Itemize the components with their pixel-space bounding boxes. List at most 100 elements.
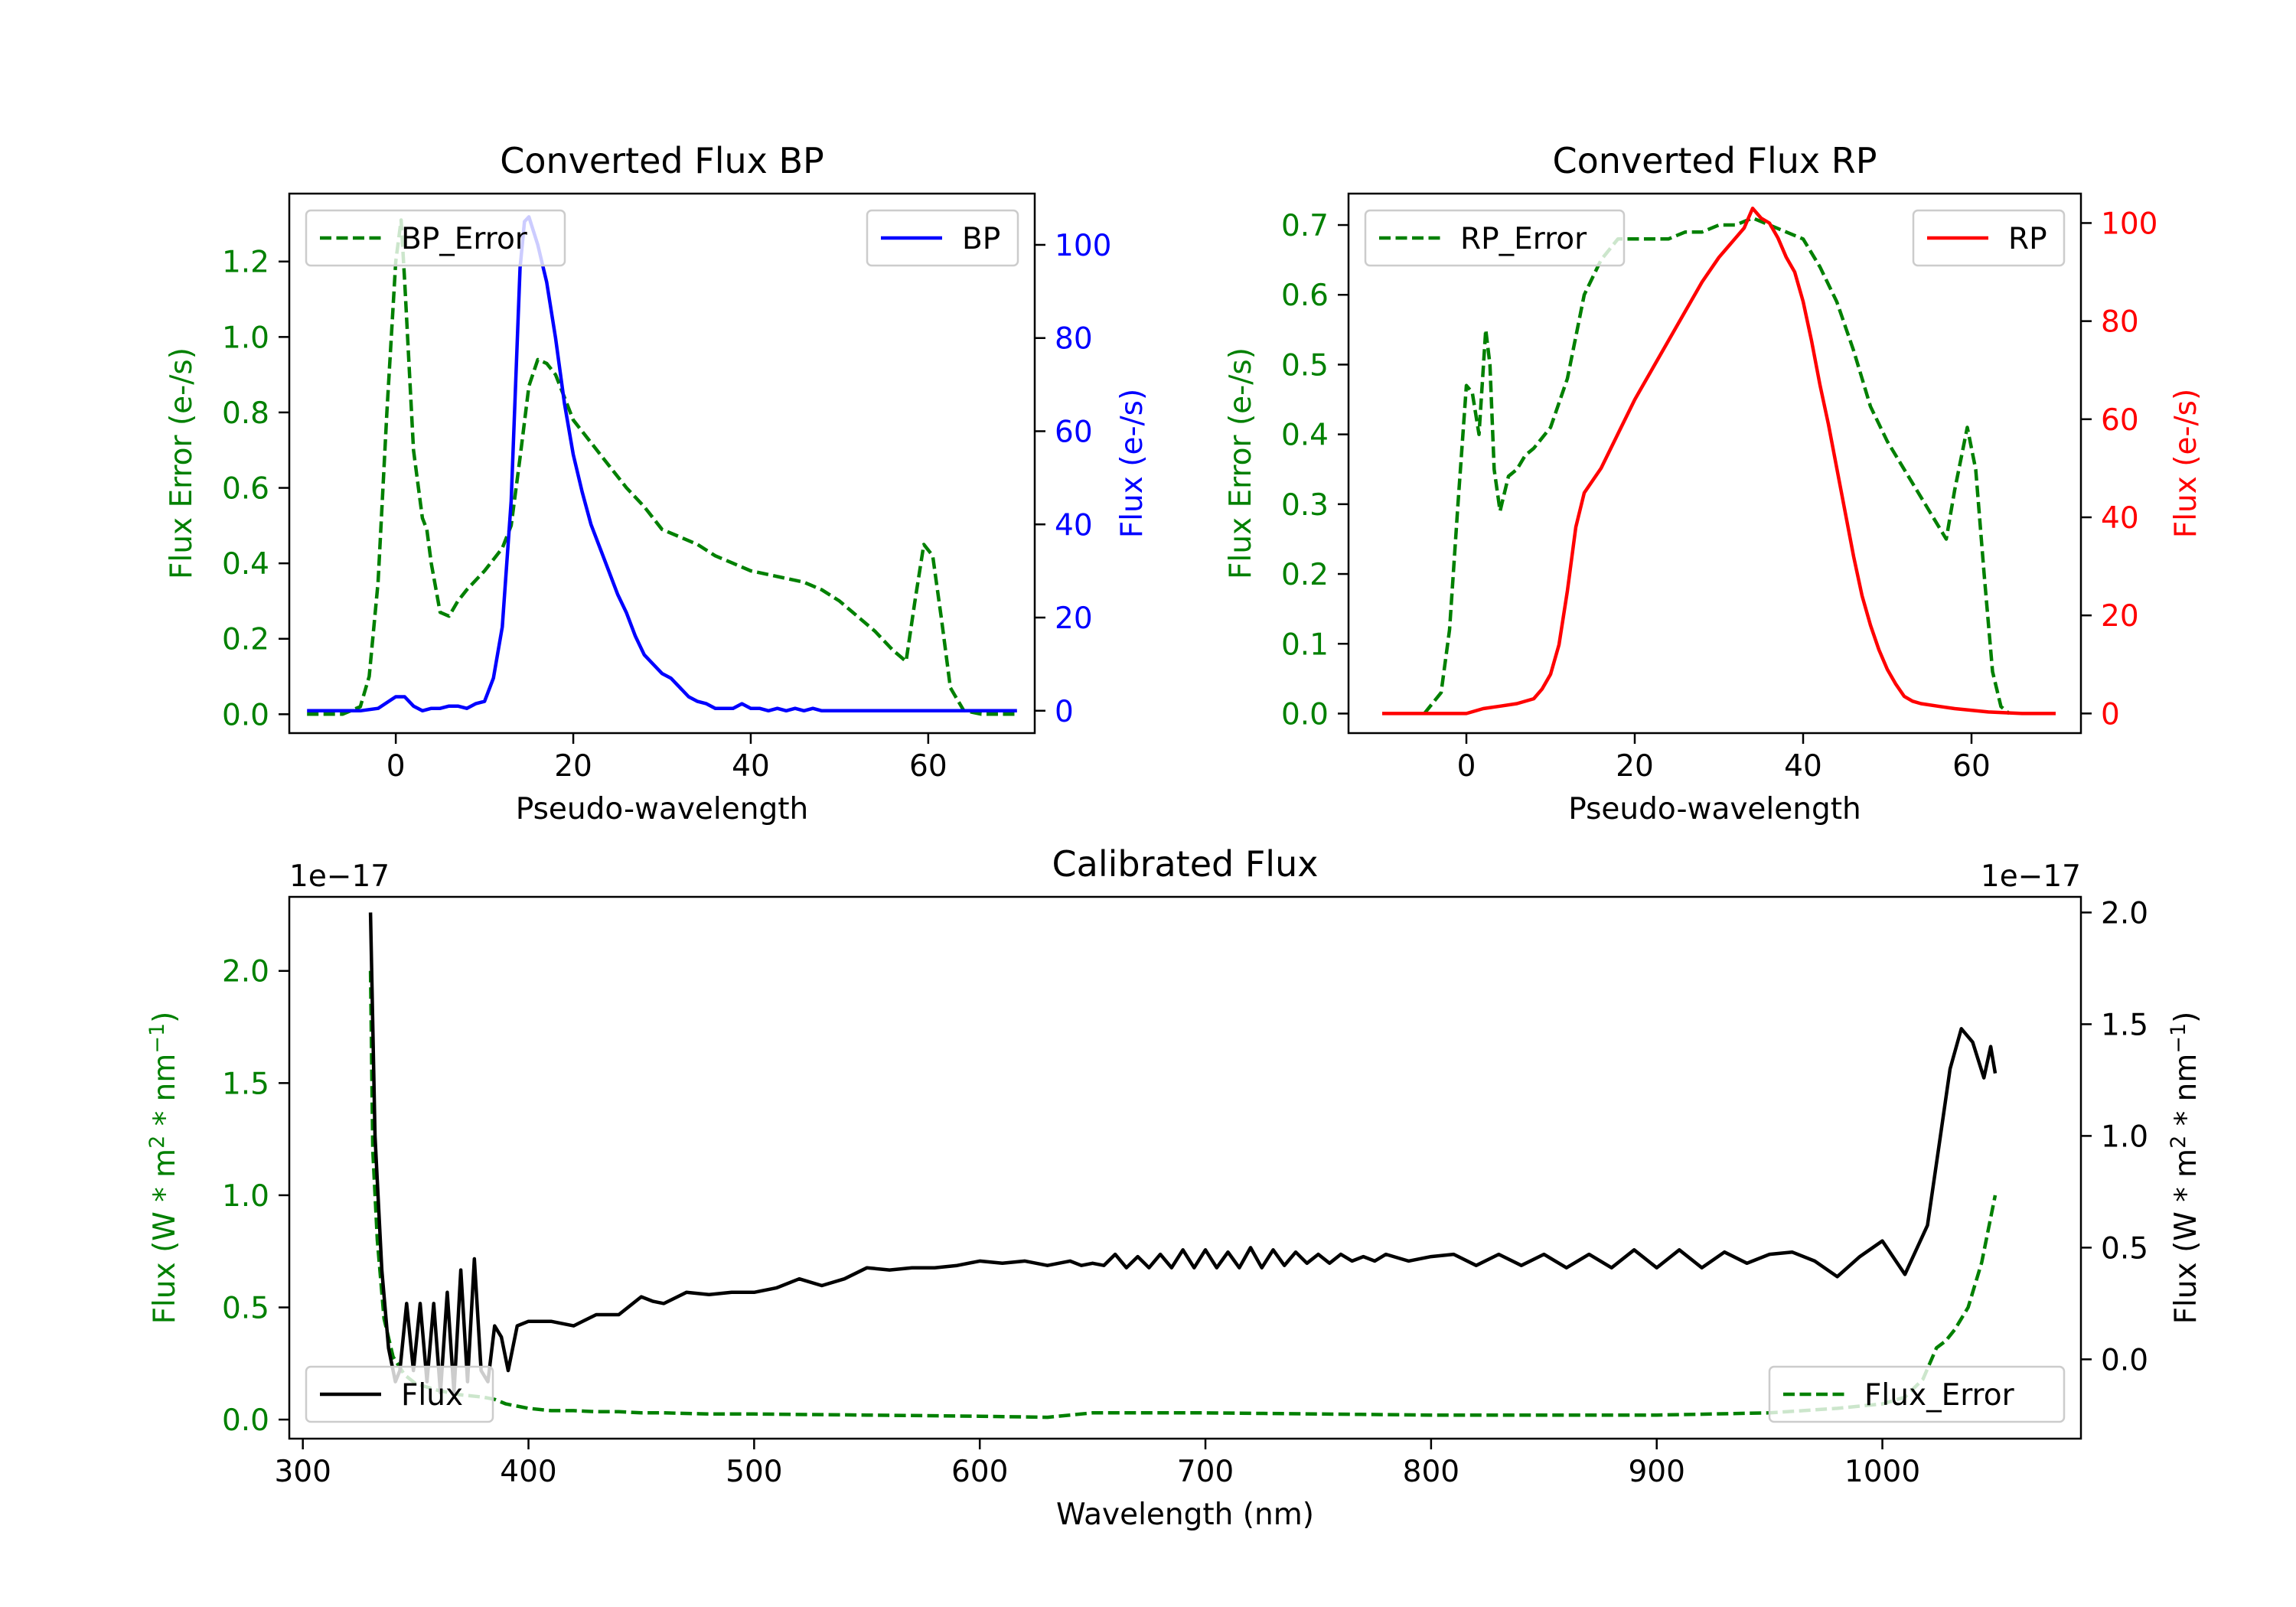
plot-frame xyxy=(288,895,2082,1440)
x-tick-label: 500 xyxy=(726,1455,782,1489)
right-axis-tick-label: 80 xyxy=(2101,305,2139,340)
axis-label-part: 2 xyxy=(145,1136,169,1149)
left-axis-tick-label: 1.2 xyxy=(222,246,269,280)
legend-rp: RP xyxy=(1912,209,2066,267)
chart-cal: 300 400 500 600 700 800 900 1000 Wavelength (nm)… xyxy=(145,843,2203,1532)
x-tick-label: 60 xyxy=(909,749,947,784)
left-axis-tick-label: 1.5 xyxy=(222,1067,269,1101)
series-line-bp xyxy=(307,215,1017,713)
chart-rp: 0 20 40 60 Pseudo-wavelength 0.0 0.1 0.2 0.3 0.4 0… xyxy=(1224,140,2203,826)
x-tick-label: 20 xyxy=(1616,749,1654,784)
right-axis-tick-label: 100 xyxy=(2101,207,2157,241)
right-axis-tick-label: 20 xyxy=(2101,599,2139,634)
x-axis-label: Pseudo-wavelength xyxy=(516,792,808,826)
legend-box xyxy=(305,209,566,267)
plot-frame xyxy=(1347,192,2082,735)
legend-flux: Flux xyxy=(305,1365,494,1423)
left-axis-label: Flux Error (e-/s) xyxy=(1224,347,1258,579)
axis-label-part: −1 xyxy=(145,1023,169,1054)
right-axis-tick-label: 0 xyxy=(1055,695,1074,729)
axis-label-part: Flux (W * m xyxy=(2169,1149,2203,1325)
x-axis-label: Wavelength (nm) xyxy=(1056,1498,1314,1532)
legend-label: RP xyxy=(2008,222,2047,256)
legend-box xyxy=(866,209,1019,267)
axis-label-part: ) xyxy=(148,1012,182,1023)
axis-label-part: Flux (W * m xyxy=(148,1149,182,1325)
right-axis-tick-label: 80 xyxy=(1055,322,1093,357)
left-axis-label: Flux Error (e-/s) xyxy=(165,347,199,579)
left-axis-tick-label: 0.5 xyxy=(222,1291,269,1325)
left-axis-label: Flux (W * m2 * nm−1) xyxy=(145,1012,182,1325)
series-line-rp xyxy=(1382,206,2056,715)
x-tick-label: 300 xyxy=(274,1455,331,1489)
x-tick-label: 1000 xyxy=(1844,1455,1920,1489)
right-axis-tick-label: 20 xyxy=(1055,601,1093,636)
x-tick-label: 0 xyxy=(386,749,406,784)
legend-label: Flux_Error xyxy=(1864,1378,2015,1413)
legend-label: BP_Error xyxy=(401,222,528,256)
x-tick-label: 900 xyxy=(1628,1455,1684,1489)
left-axis-tick-label: 0.0 xyxy=(1281,697,1329,732)
plot-frame xyxy=(288,192,1036,735)
legend-label: BP xyxy=(962,222,1000,256)
x-tick-label: 600 xyxy=(951,1455,1008,1489)
legend-bp: BP xyxy=(866,209,1019,267)
chart-bp: 0 20 40 60 Pseudo-wavelength 0.0 0.2 0.4 0.6 0.8 1… xyxy=(165,140,1150,826)
series-line-rp-error xyxy=(1423,216,2011,715)
right-axis-tick-label: 0.0 xyxy=(2101,1343,2148,1377)
left-axis-tick-label: 0.2 xyxy=(222,623,269,657)
legend-box xyxy=(305,1365,494,1423)
right-axis-tick-label: 1.5 xyxy=(2101,1008,2148,1042)
chart-title: Calibrated Flux xyxy=(1052,843,1319,885)
x-tick-label: 0 xyxy=(1457,749,1476,784)
legend-box xyxy=(1768,1365,2066,1423)
x-tick-label: 40 xyxy=(732,749,770,784)
x-tick-label: 20 xyxy=(554,749,592,784)
right-axis-tick-label: 40 xyxy=(1055,508,1093,543)
left-axis-tick-label: 0.6 xyxy=(222,472,269,507)
x-tick-label: 40 xyxy=(1784,749,1822,784)
legend-rp-error: RP_Error xyxy=(1364,209,1626,267)
legend-flux-error: Flux_Error xyxy=(1768,1365,2066,1423)
x-axis-label: Pseudo-wavelength xyxy=(1568,792,1861,826)
right-axis-tick-label: 1.0 xyxy=(2101,1120,2148,1154)
right-axis-tick-label: 2.0 xyxy=(2101,896,2148,931)
axis-label-part: −1 xyxy=(2167,1023,2190,1054)
left-axis-tick-label: 0.8 xyxy=(222,396,269,431)
left-axis-tick-label: 0.3 xyxy=(1281,488,1329,523)
right-axis-label: Flux (e-/s) xyxy=(2169,389,2203,538)
series-line-bp-error xyxy=(307,218,1017,716)
right-axis-label: Flux (e-/s) xyxy=(1115,389,1150,538)
legend-box xyxy=(1364,209,1626,267)
right-axis-offset-text: 1e−17 xyxy=(1981,859,2081,894)
left-axis-tick-label: 0.7 xyxy=(1281,209,1329,243)
axis-label-part: * nm xyxy=(148,1054,182,1136)
right-axis-tick-label: 40 xyxy=(2101,501,2139,536)
left-axis-tick-label: 2.0 xyxy=(222,955,269,989)
right-axis-tick-label: 60 xyxy=(1055,415,1093,449)
left-axis-tick-label: 0.0 xyxy=(222,698,269,732)
x-tick-label: 700 xyxy=(1177,1455,1234,1489)
left-axis-tick-label: 0.6 xyxy=(1281,279,1329,313)
axis-label-part: * nm xyxy=(2169,1054,2203,1136)
legend-bp-error: BP_Error xyxy=(305,209,566,267)
chart-title: Converted Flux BP xyxy=(500,140,824,181)
left-axis-tick-label: 1.0 xyxy=(222,1179,269,1214)
axis-label-part: 2 xyxy=(2167,1136,2190,1149)
right-axis-tick-label: 0.5 xyxy=(2101,1231,2148,1266)
right-axis-tick-label: 60 xyxy=(2101,403,2139,438)
right-axis-tick-label: 0 xyxy=(2101,697,2120,732)
x-tick-label: 400 xyxy=(500,1455,556,1489)
left-axis-tick-label: 0.4 xyxy=(222,547,269,582)
legend-box xyxy=(1912,209,2066,267)
left-axis-tick-label: 1.0 xyxy=(222,321,269,355)
left-axis-tick-label: 0.0 xyxy=(222,1403,269,1438)
x-tick-label: 800 xyxy=(1403,1455,1459,1489)
chart-title: Converted Flux RP xyxy=(1553,140,1877,181)
right-axis-tick-label: 100 xyxy=(1055,229,1111,263)
legend-label: Flux xyxy=(401,1378,463,1413)
left-axis-offset-text: 1e−17 xyxy=(289,859,390,894)
left-axis-tick-label: 0.1 xyxy=(1281,627,1329,662)
axis-label-part: ) xyxy=(2169,1012,2203,1023)
